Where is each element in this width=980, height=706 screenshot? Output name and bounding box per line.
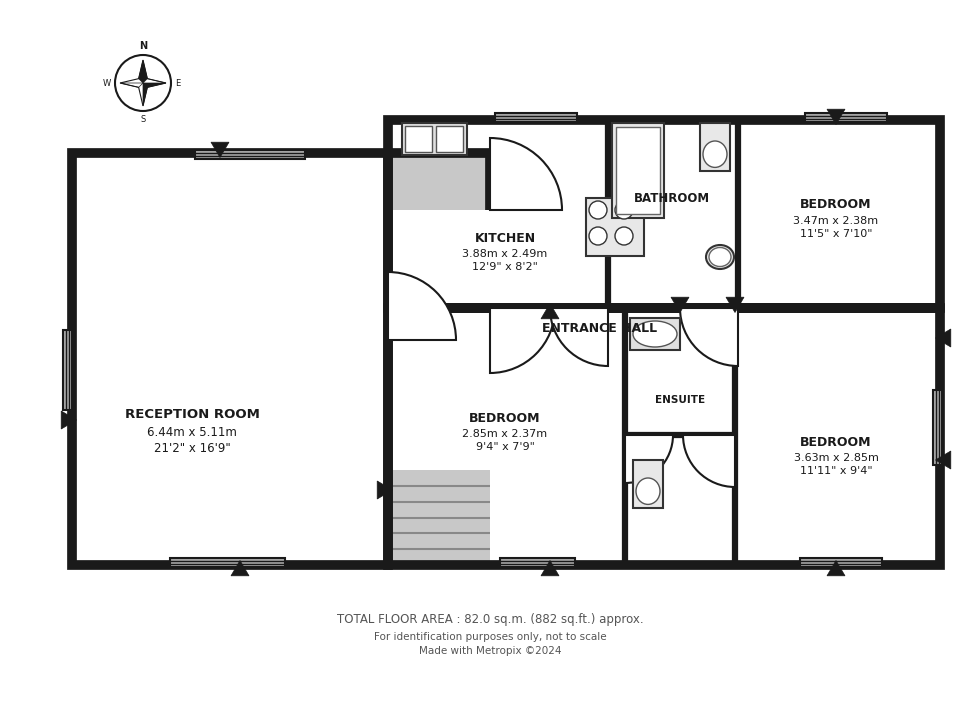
- Text: 6.44m x 5.11m: 6.44m x 5.11m: [147, 426, 237, 440]
- Wedge shape: [388, 272, 456, 340]
- Bar: [700, 123, 730, 171]
- Polygon shape: [541, 561, 559, 576]
- Text: TOTAL FLOOR AREA : 82.0 sq.m. (882 sq.ft.) approx.: TOTAL FLOOR AREA : 82.0 sq.m. (882 sq.ft…: [337, 614, 643, 626]
- Bar: [630, 318, 680, 350]
- Bar: [436, 126, 463, 152]
- Bar: [800, 558, 882, 567]
- Text: For identification purposes only, not to scale: For identification purposes only, not to…: [373, 632, 607, 642]
- Text: 3.63m x 2.85m: 3.63m x 2.85m: [794, 453, 878, 463]
- Bar: [63, 330, 72, 410]
- Bar: [500, 558, 575, 567]
- Polygon shape: [671, 297, 689, 313]
- Text: KITCHEN: KITCHEN: [474, 232, 535, 244]
- Bar: [586, 198, 644, 256]
- Bar: [72, 153, 388, 565]
- Polygon shape: [143, 83, 166, 106]
- Ellipse shape: [636, 478, 660, 504]
- Bar: [195, 150, 305, 159]
- Polygon shape: [541, 304, 559, 319]
- Text: ENTRANCE HALL: ENTRANCE HALL: [543, 321, 658, 335]
- Text: RECEPTION ROOM: RECEPTION ROOM: [124, 409, 260, 421]
- Bar: [933, 390, 942, 465]
- Text: BEDROOM: BEDROOM: [469, 412, 541, 424]
- Wedge shape: [550, 308, 608, 366]
- Bar: [195, 150, 305, 159]
- Bar: [388, 470, 490, 565]
- Bar: [388, 120, 940, 308]
- Bar: [805, 113, 887, 122]
- Polygon shape: [143, 78, 166, 83]
- Bar: [933, 390, 942, 465]
- Bar: [500, 558, 575, 567]
- Bar: [388, 120, 940, 308]
- Text: 12'9" x 8'2": 12'9" x 8'2": [472, 262, 538, 272]
- Text: S: S: [140, 115, 146, 124]
- Circle shape: [589, 201, 607, 219]
- Text: W: W: [103, 78, 111, 88]
- Polygon shape: [377, 481, 393, 499]
- Text: Made with Metropix ©2024: Made with Metropix ©2024: [418, 646, 562, 656]
- Bar: [405, 126, 432, 152]
- Text: 21'2" x 16'9": 21'2" x 16'9": [154, 441, 230, 455]
- Polygon shape: [138, 60, 147, 83]
- Bar: [633, 460, 663, 508]
- Circle shape: [589, 227, 607, 245]
- Circle shape: [615, 201, 633, 219]
- Bar: [170, 558, 285, 567]
- Text: N: N: [139, 41, 147, 51]
- Text: 11'5" x 7'10": 11'5" x 7'10": [800, 229, 872, 239]
- Text: BATHROOM: BATHROOM: [634, 191, 710, 205]
- Text: 2.85m x 2.37m: 2.85m x 2.37m: [463, 429, 548, 439]
- Circle shape: [615, 227, 633, 245]
- Polygon shape: [120, 83, 143, 88]
- Text: 9'4" x 7'9": 9'4" x 7'9": [475, 442, 534, 452]
- Text: 3.88m x 2.49m: 3.88m x 2.49m: [463, 249, 548, 259]
- Bar: [170, 558, 285, 567]
- Text: 11'11" x 9'4": 11'11" x 9'4": [800, 466, 872, 476]
- Wedge shape: [490, 308, 555, 373]
- Bar: [63, 330, 72, 410]
- Text: E: E: [175, 78, 180, 88]
- Wedge shape: [680, 308, 738, 366]
- Polygon shape: [231, 561, 249, 576]
- Polygon shape: [827, 561, 845, 576]
- Polygon shape: [211, 142, 229, 157]
- Text: BEDROOM: BEDROOM: [801, 436, 872, 448]
- Ellipse shape: [709, 248, 731, 266]
- Wedge shape: [625, 435, 673, 483]
- Ellipse shape: [706, 245, 734, 269]
- Bar: [388, 308, 940, 565]
- Ellipse shape: [633, 321, 677, 347]
- Polygon shape: [827, 109, 845, 124]
- Text: BEDROOM: BEDROOM: [801, 198, 872, 212]
- Wedge shape: [490, 138, 562, 210]
- Polygon shape: [936, 329, 951, 347]
- Text: 3.47m x 2.38m: 3.47m x 2.38m: [794, 216, 878, 226]
- Polygon shape: [936, 451, 951, 469]
- Bar: [612, 123, 664, 218]
- Bar: [495, 113, 577, 122]
- Bar: [495, 113, 577, 122]
- Polygon shape: [726, 297, 744, 313]
- Bar: [388, 308, 940, 565]
- Bar: [616, 127, 660, 214]
- Bar: [805, 113, 887, 122]
- Polygon shape: [61, 411, 76, 429]
- Text: ENSUITE: ENSUITE: [655, 395, 705, 405]
- Bar: [800, 558, 882, 567]
- Bar: [388, 153, 490, 210]
- Ellipse shape: [703, 141, 727, 167]
- Bar: [402, 123, 467, 155]
- Wedge shape: [683, 435, 735, 487]
- Bar: [72, 153, 388, 565]
